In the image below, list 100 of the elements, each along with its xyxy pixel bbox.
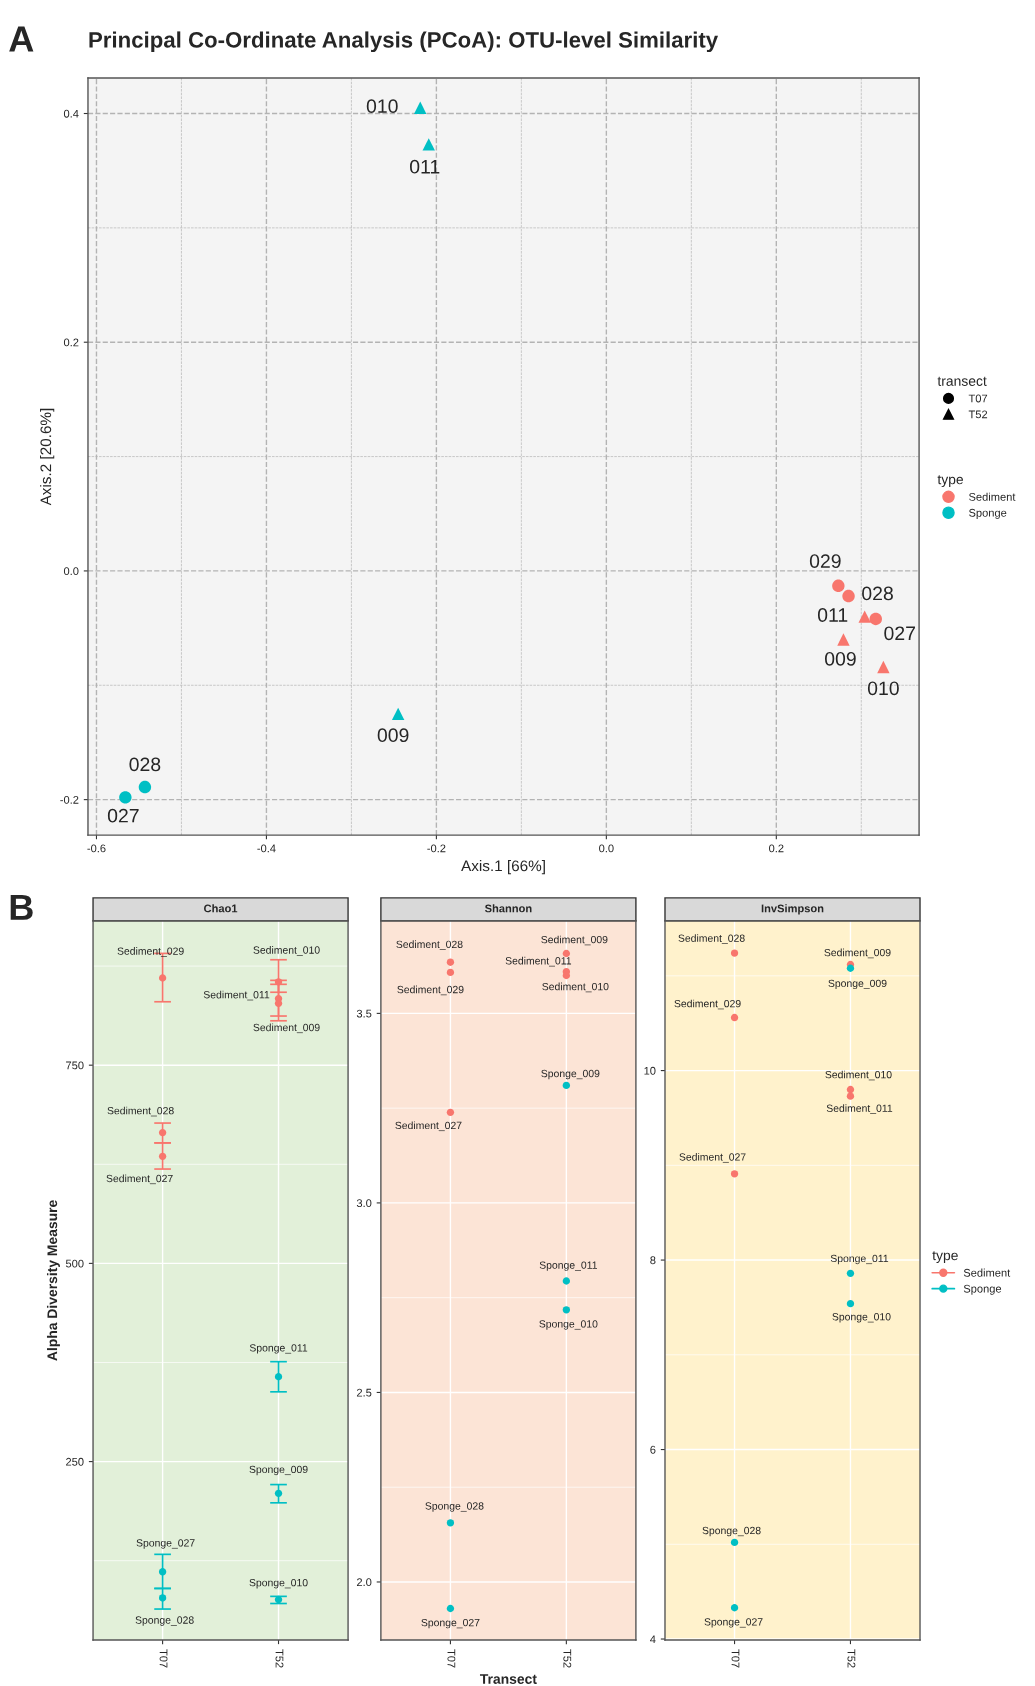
annotation: Sediment_009	[824, 948, 891, 959]
point	[391, 707, 405, 721]
point	[877, 660, 890, 674]
text: T52	[968, 410, 988, 419]
annotation: Sponge_010	[539, 1320, 598, 1330]
text: A	[9, 26, 34, 52]
annotation: Sediment_027	[106, 1174, 173, 1185]
annotation: Sponge_011	[249, 1344, 308, 1354]
text: T07	[968, 394, 988, 403]
annotation: Sediment_028	[678, 934, 745, 944]
annotation: 028	[862, 586, 893, 601]
annotation: Sediment_027	[395, 1121, 462, 1132]
y-tick-label: 0.4	[63, 109, 79, 118]
annotation: Sponge_009	[828, 979, 887, 990]
legend-label: Sponge	[969, 508, 1007, 519]
text: transect	[937, 376, 987, 386]
annotation: 028	[129, 757, 161, 772]
annotation: Sponge_027	[421, 1618, 480, 1629]
annotation: Sponge_009	[249, 1465, 308, 1476]
point	[414, 101, 427, 114]
annotation: Sediment_028	[107, 1106, 174, 1117]
y-tick-label: 3.5	[356, 1009, 372, 1018]
x-tick-label: -0.6	[87, 844, 106, 853]
annotation: Sponge_011	[539, 1261, 598, 1271]
chart-title: Principal Co-Ordinate Analysis (PCoA): OTU-level Similarity	[89, 31, 719, 53]
point	[422, 138, 435, 151]
point	[869, 612, 882, 626]
y-tick-label: 3.0	[356, 1199, 372, 1208]
annotation: Sponge_010	[832, 1313, 891, 1323]
annotation: Sponge_010	[249, 1578, 308, 1589]
text: B	[10, 894, 33, 920]
annotation: Sediment_010	[253, 946, 320, 956]
x-tick-label: T52	[275, 1649, 284, 1668]
annotation: 027	[884, 626, 915, 641]
annotation: Sediment_009	[253, 1023, 320, 1034]
x-axis-title: Transect	[479, 1674, 537, 1684]
point	[119, 791, 132, 804]
chart-title: Shannon	[484, 904, 532, 913]
annotation: Sediment_029	[397, 985, 464, 996]
annotation: Sponge_009	[541, 1069, 600, 1080]
annotation: Sediment_011	[203, 990, 270, 1001]
x-tick-label: 0.2	[769, 844, 784, 853]
annotation: 029	[809, 554, 841, 569]
x-tick-label: T07	[159, 1649, 168, 1668]
legend-label: Sediment	[963, 1268, 1011, 1277]
point	[842, 589, 855, 603]
annotation: 027	[107, 808, 139, 823]
x-tick-label: -0.4	[257, 844, 276, 853]
y-tick-label: 750	[66, 1061, 84, 1070]
y-axis-title: Axis.2 [20.6%]	[40, 408, 55, 506]
annotation: Sediment_027	[679, 1152, 746, 1163]
annotation: 009	[377, 728, 409, 743]
y-axis-title: Alpha Diversity Measure	[46, 1200, 60, 1361]
text: type	[937, 475, 964, 488]
y-tick-label: 0.2	[63, 338, 79, 347]
y-tick-label: 0.0	[63, 567, 79, 576]
x-tick-label: T52	[847, 1649, 856, 1668]
y-tick-label: 6	[650, 1445, 656, 1454]
annotation: Sponge_028	[425, 1502, 484, 1512]
annotation: Sediment_028	[396, 940, 463, 950]
annotation: Sponge_028	[135, 1616, 194, 1626]
x-tick-label: T52	[563, 1649, 572, 1668]
annotation: 010	[366, 99, 398, 114]
x-tick-label: T07	[731, 1649, 740, 1668]
y-tick-label: 8	[650, 1256, 656, 1265]
annotation: 010	[867, 681, 899, 696]
annotation: Sponge_028	[702, 1526, 761, 1537]
legend-title: type	[932, 1251, 958, 1263]
annotation: 011	[410, 159, 440, 174]
annotation: 011	[817, 608, 848, 622]
y-tick-label: 2.5	[356, 1388, 372, 1397]
point	[832, 579, 845, 592]
legend-label: Sediment	[969, 492, 1016, 501]
annotation: Sediment_011	[826, 1104, 893, 1114]
annotation: Sediment_029	[674, 999, 741, 1010]
annotation: Sediment_011	[505, 956, 572, 967]
y-tick-label: 500	[65, 1259, 84, 1268]
point	[138, 780, 152, 794]
x-tick-label: -0.2	[427, 844, 446, 853]
annotation: 009	[824, 651, 856, 666]
y-tick-label: -0.2	[60, 795, 79, 804]
y-tick-label: 4	[650, 1635, 656, 1644]
annotation: Sediment_009	[541, 935, 608, 946]
x-axis-title: Axis.1 [66%]	[461, 860, 545, 875]
annotation: Sponge_011	[830, 1254, 889, 1265]
legend-label: Sponge	[963, 1284, 1002, 1295]
chart-title: Chao1	[204, 904, 238, 913]
y-tick-label: 10	[644, 1066, 656, 1075]
annotation: Sediment_010	[542, 982, 609, 993]
x-tick-label: 0.0	[599, 844, 614, 853]
y-tick-label: 2.0	[356, 1578, 372, 1587]
chart-title: InvSimpson	[761, 904, 824, 915]
y-tick-label: 250	[66, 1457, 84, 1466]
annotation: Sponge_027	[136, 1539, 195, 1549]
x-tick-label: T07	[447, 1649, 456, 1668]
point	[858, 610, 871, 623]
point	[837, 633, 850, 646]
annotation: Sponge_027	[704, 1618, 763, 1628]
annotation: Sediment_010	[825, 1070, 892, 1081]
annotation: Sediment_029	[117, 947, 184, 957]
